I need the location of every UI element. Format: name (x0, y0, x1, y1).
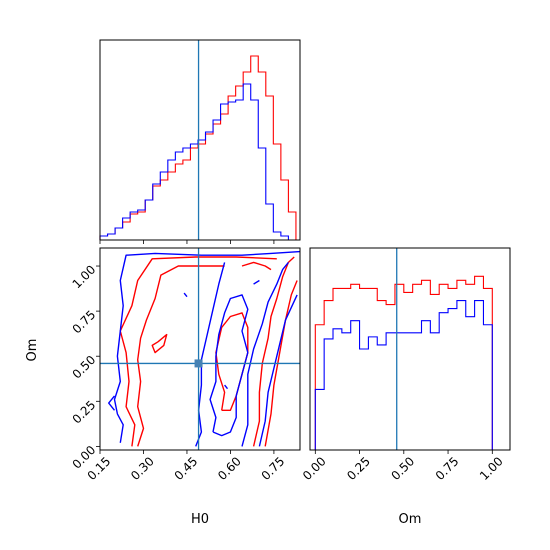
h0-histogram-frame (99, 39, 301, 241)
contour-series (108, 250, 301, 447)
blue-contour-line (108, 395, 116, 411)
red-contour-line (119, 256, 277, 447)
blue-histogram-step (314, 299, 493, 450)
contour-yticks: 0.000.250.500.751.00 (70, 263, 100, 472)
red-histogram-step (314, 275, 493, 450)
om-histogram-xticks: 0.00 0.25 0.50 0.75 1.00 (300, 450, 506, 483)
x-tick-label: 0.25 (344, 454, 373, 483)
red-contour-line (151, 333, 168, 354)
blue-contour-line (224, 384, 229, 390)
x-tick-label: 1.00 (477, 454, 506, 483)
blue-contour-line (183, 292, 188, 298)
x-axis-label-om: Om (399, 512, 422, 527)
y-tick-label: 0.25 (70, 398, 99, 427)
x-tick-label: 0.75 (433, 454, 462, 483)
om-histogram-series (314, 275, 493, 450)
blue-contour-line (209, 294, 249, 437)
x-tick-label: 0.30 (128, 454, 157, 483)
om-histogram-panel: 0.00 0.25 0.50 0.75 1.00 (300, 247, 511, 483)
y-tick-label: 0.75 (70, 308, 99, 337)
y-tick-label: 1.00 (70, 263, 99, 292)
blue-contour-line (253, 279, 260, 285)
om-histogram-frame (309, 247, 511, 451)
x-tick-label: 0.45 (172, 454, 201, 483)
blue-contour-line (195, 262, 226, 447)
blue-contour-line (113, 250, 301, 443)
truth-marker (194, 359, 203, 368)
x-tick-label: 0.00 (300, 454, 329, 483)
contour-frame (99, 247, 301, 451)
red-contour-line (137, 265, 225, 447)
x-tick-label: 0.50 (388, 454, 417, 483)
h0-histogram-panel (99, 39, 301, 244)
blue-contour-line (241, 261, 289, 447)
x-tick-label: 0.75 (259, 454, 288, 483)
blue-contour-line (258, 294, 298, 447)
contour-xticks: 0.15 0.30 0.45 0.60 0.75 (85, 450, 288, 483)
h0-histogram-xticks (99, 240, 275, 244)
y-tick-label: 0.50 (70, 353, 99, 382)
x-tick-label: 0.60 (215, 454, 244, 483)
red-contour-line (241, 261, 272, 271)
x-axis-label-h0: H0 (191, 512, 209, 527)
red-contour-line (264, 280, 298, 447)
y-axis-label-om: Om (25, 339, 40, 362)
contour-panel: 0.15 0.30 0.45 0.60 0.75 0.000.250.500.751.0… (70, 247, 301, 483)
red-contour-line (252, 256, 295, 447)
